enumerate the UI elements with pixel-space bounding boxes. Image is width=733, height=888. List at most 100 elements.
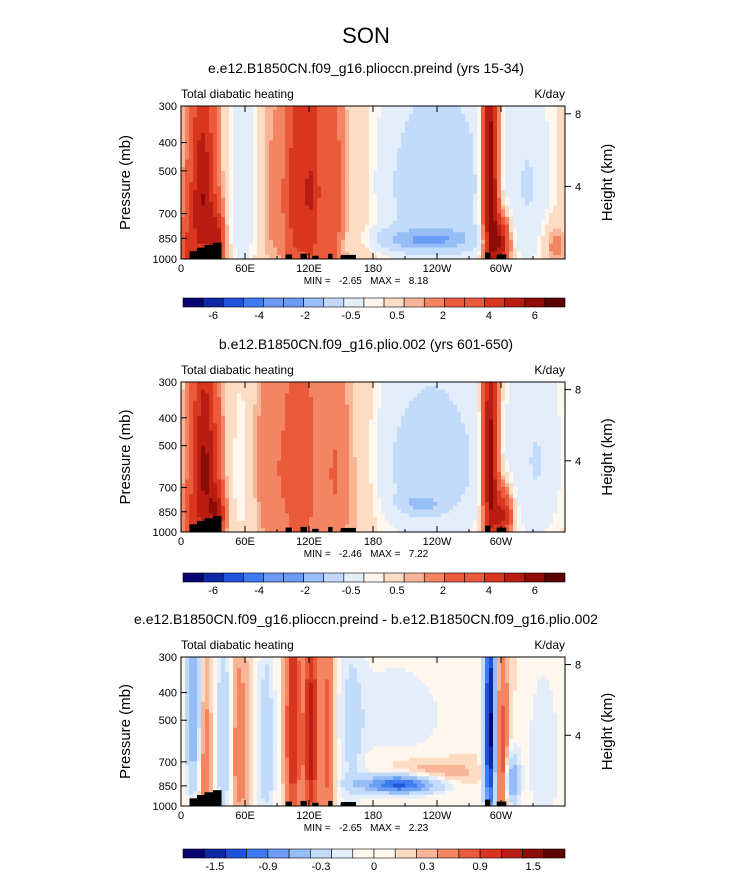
- heatmap-cell: [269, 117, 274, 122]
- heatmap-cell: [353, 178, 358, 183]
- heatmap-cell: [557, 243, 562, 248]
- heatmap-cell: [389, 163, 394, 168]
- heatmap-cell: [249, 389, 254, 394]
- heatmap-cell: [493, 136, 498, 141]
- heatmap-cell: [445, 106, 450, 111]
- heatmap-cell: [413, 243, 418, 248]
- heatmap-cell: [549, 404, 554, 409]
- heatmap-cell: [561, 155, 566, 160]
- heatmap-cell: [549, 113, 554, 118]
- heatmap-cell: [325, 140, 330, 145]
- heatmap-cell: [333, 148, 338, 153]
- heatmap-cell: [185, 415, 190, 420]
- heatmap-cell: [477, 415, 482, 420]
- heatmap-cell: [329, 205, 334, 210]
- heatmap-cell: [209, 159, 214, 164]
- heatmap-cell: [429, 151, 434, 157]
- heatmap-cell: [281, 389, 286, 394]
- heatmap-cell: [521, 167, 526, 172]
- heatmap-cell: [345, 140, 350, 145]
- heatmap-cell: [293, 140, 298, 145]
- heatmap-cell: [393, 393, 398, 398]
- heatmap-cell: [277, 389, 282, 394]
- heatmap-cell: [317, 243, 322, 248]
- heatmap-cell: [193, 239, 198, 245]
- heatmap-cell: [269, 247, 274, 252]
- heatmap-cell: [413, 209, 418, 214]
- heatmap-cell: [257, 239, 262, 245]
- heatmap-cell: [373, 412, 378, 417]
- heatmap-cell: [377, 243, 382, 248]
- heatmap-cell: [185, 419, 190, 424]
- heatmap-cell: [209, 197, 214, 203]
- heatmap-cell: [217, 121, 222, 126]
- heatmap-cell: [349, 408, 354, 413]
- heatmap-cell: [485, 408, 490, 413]
- heatmap-cell: [349, 178, 354, 183]
- heatmap-cell: [553, 136, 558, 141]
- heatmap-cell: [205, 201, 210, 206]
- heatmap-cell: [421, 174, 426, 180]
- heatmap-cell: [533, 220, 538, 225]
- heatmap-cell: [281, 228, 286, 233]
- heatmap-cell: [481, 182, 486, 187]
- heatmap-cell: [465, 182, 470, 187]
- heatmap-cell: [469, 125, 474, 130]
- heatmap-cell: [429, 385, 434, 390]
- heatmap-cell: [221, 415, 226, 420]
- heatmap-cell: [269, 224, 274, 229]
- heatmap-cell: [333, 412, 338, 417]
- heatmap-cell: [305, 190, 310, 195]
- heatmap-cell: [341, 247, 346, 252]
- heatmap-cell: [501, 163, 506, 168]
- heatmap-cell: [457, 167, 462, 172]
- heatmap-cell: [385, 148, 390, 153]
- heatmap-cell: [545, 220, 550, 225]
- heatmap-cell: [233, 412, 238, 417]
- heatmap-cell: [389, 167, 394, 172]
- heatmap-cell: [369, 251, 374, 256]
- heatmap-cell: [425, 121, 430, 126]
- heatmap-cell: [389, 132, 394, 138]
- heatmap-cell: [505, 408, 510, 413]
- heatmap-cell: [437, 419, 442, 424]
- heatmap-cell: [533, 151, 538, 157]
- heatmap-cell: [545, 419, 550, 424]
- heatmap-cell: [273, 182, 278, 187]
- heatmap-cell: [297, 132, 302, 138]
- heatmap-cell: [401, 140, 406, 145]
- heatmap-cell: [385, 140, 390, 145]
- heatmap-cell: [365, 216, 370, 222]
- heatmap-cell: [329, 167, 334, 172]
- heatmap-cell: [441, 220, 446, 225]
- heatmap-cell: [405, 125, 410, 130]
- heatmap-cell: [417, 239, 422, 245]
- heatmap-cell: [237, 132, 242, 138]
- heatmap-cell: [345, 113, 350, 118]
- heatmap-cell: [557, 136, 562, 141]
- heatmap-cell: [545, 400, 550, 405]
- heatmap-cell: [269, 385, 274, 390]
- heatmap-cell: [353, 193, 358, 199]
- heatmap-cell: [481, 205, 486, 210]
- heatmap-cell: [457, 228, 462, 233]
- heatmap-cell: [461, 224, 466, 229]
- heatmap-cell: [281, 255, 286, 260]
- heatmap-cell: [269, 174, 274, 180]
- heatmap-cell: [537, 415, 542, 420]
- heatmap-cell: [493, 415, 498, 420]
- heatmap-cell: [513, 159, 518, 164]
- heatmap-cell: [225, 400, 230, 405]
- heatmap-cell: [497, 113, 502, 118]
- heatmap-cell: [553, 232, 558, 237]
- heatmap-cell: [505, 148, 510, 153]
- heatmap-cell: [249, 190, 254, 195]
- heatmap-cell: [333, 224, 338, 229]
- heatmap-cell: [381, 205, 386, 210]
- heatmap-cell: [225, 224, 230, 229]
- heatmap-cell: [457, 404, 462, 409]
- heatmap-cell: [277, 419, 282, 424]
- heatmap-cell: [273, 144, 278, 149]
- heatmap-cell: [441, 228, 446, 233]
- heatmap-cell: [213, 121, 218, 126]
